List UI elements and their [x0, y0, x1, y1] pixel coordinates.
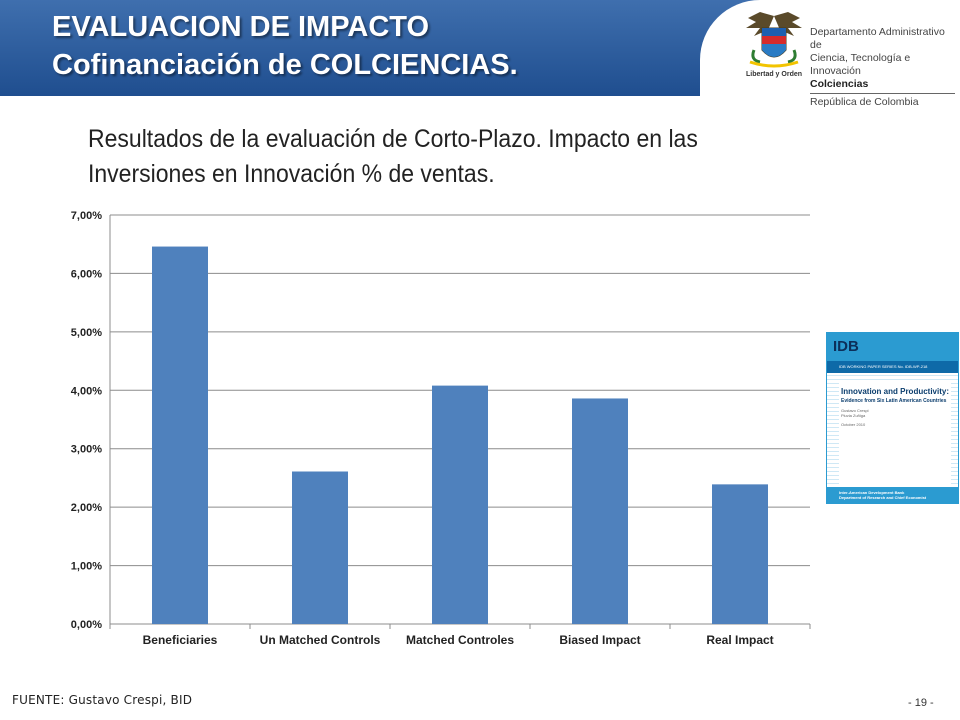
idb-cover-date: October 2010 — [841, 422, 866, 427]
y-tick-label: 7,00% — [71, 210, 102, 222]
y-tick-label: 6,00% — [71, 268, 102, 280]
slide-subtitle: Resultados de la evaluación de Corto-Pla… — [88, 125, 698, 188]
y-tick-label: 5,00% — [71, 327, 102, 339]
colombia-crest-icon — [746, 12, 802, 68]
idb-cover-inner: Innovation and Productivity: Evidence fr… — [839, 383, 951, 487]
logo-line-1: Departamento Administrativo de — [810, 26, 945, 51]
bar — [292, 471, 348, 624]
idb-publisher-name: Inter-American Development Bank — [839, 490, 905, 495]
y-tick-label: 1,00% — [71, 561, 102, 573]
logo-line-3: Colciencias — [810, 78, 869, 90]
idb-department-name: Department of Research and Chief Economi… — [839, 495, 927, 500]
idb-cover-header: IDB — [827, 333, 958, 361]
idb-cover-authors: Gustavo Crespi Pluvia Zuñiga — [841, 408, 869, 418]
idb-cover-title: Innovation and Productivity: — [841, 387, 950, 396]
idb-cover-publisher: Inter-American Development Bank Departme… — [839, 490, 926, 500]
slide-title: EVALUACION DE IMPACTO Cofinanciación de … — [52, 8, 518, 84]
x-tick-label: Matched Controles — [406, 633, 514, 647]
idb-cover-footer: Inter-American Development Bank Departme… — [827, 487, 958, 503]
source-note: FUENTE: Gustavo Crespi, BID — [12, 693, 193, 707]
x-tick-label: Beneficiaries — [143, 633, 218, 647]
colciencias-logo-text: Departamento Administrativo de Ciencia, … — [810, 26, 955, 109]
bar — [712, 484, 768, 624]
bar — [432, 385, 488, 624]
bar — [152, 246, 208, 624]
y-tick-label: 2,00% — [71, 502, 102, 514]
idb-cover-body: Innovation and Productivity: Evidence fr… — [827, 375, 958, 487]
y-tick-label: 0,00% — [71, 619, 102, 631]
x-tick-label: Un Matched Controls — [260, 633, 381, 647]
logo-line-4: República de Colombia — [810, 93, 955, 109]
idb-cover-subtitle: Evidence from Six Latin American Countri… — [841, 398, 947, 404]
logo-line-2: Ciencia, Tecnología e Innovación — [810, 52, 911, 77]
idb-logo: IDB — [833, 338, 859, 355]
title-line-1: EVALUACION DE IMPACTO — [52, 11, 430, 43]
logo-panel — [700, 0, 960, 100]
crest-caption: Libertad y Orden — [746, 71, 803, 78]
bar-chart: 0,00% 1,00% 2,00% 3,00% 4,00% 5,00% 6,00% 7,00%… — [71, 210, 811, 647]
y-tick-label: 3,00% — [71, 444, 102, 456]
bar — [572, 398, 628, 624]
x-tick-label: Real Impact — [706, 633, 773, 647]
y-tick-label: 4,00% — [71, 385, 102, 397]
idb-paper-cover: IDB IDB WORKING PAPER SERIES No. IDB-WP-… — [826, 332, 959, 504]
page-number: - 19 - — [908, 697, 934, 709]
idb-series-line: IDB WORKING PAPER SERIES No. IDB-WP-218 — [827, 361, 958, 373]
x-tick-label: Biased Impact — [559, 633, 640, 647]
title-line-2: Cofinanciación de COLCIENCIAS. — [52, 49, 518, 81]
